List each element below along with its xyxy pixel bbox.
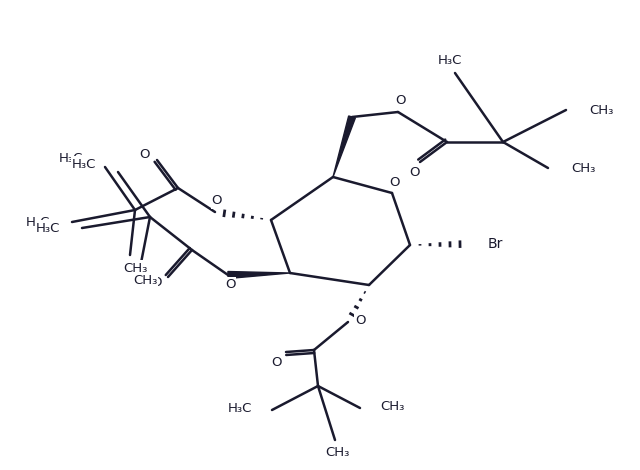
Text: O: O	[151, 275, 161, 289]
Text: CH₃: CH₃	[123, 261, 147, 274]
Text: H₃C: H₃C	[228, 401, 252, 415]
Text: O: O	[355, 313, 365, 327]
Text: Br: Br	[488, 237, 504, 251]
Text: H₃C: H₃C	[59, 152, 83, 165]
Polygon shape	[228, 272, 290, 279]
Text: H₃C: H₃C	[72, 157, 96, 171]
Text: O: O	[271, 355, 281, 368]
Text: CH₃: CH₃	[571, 162, 595, 174]
Text: H₃C: H₃C	[438, 54, 462, 66]
Text: O: O	[212, 195, 222, 207]
Text: O: O	[225, 279, 236, 291]
Text: O: O	[395, 94, 405, 108]
Text: CH₃: CH₃	[380, 400, 404, 413]
Text: CH₃: CH₃	[325, 446, 349, 460]
Text: CH₃: CH₃	[589, 103, 613, 117]
Text: O: O	[140, 149, 150, 162]
Text: O: O	[410, 165, 420, 179]
Text: O: O	[388, 175, 399, 188]
Polygon shape	[333, 116, 355, 177]
Text: H₃C: H₃C	[36, 221, 60, 235]
Text: CH₃: CH₃	[133, 274, 157, 288]
Text: H₃C: H₃C	[26, 216, 50, 228]
